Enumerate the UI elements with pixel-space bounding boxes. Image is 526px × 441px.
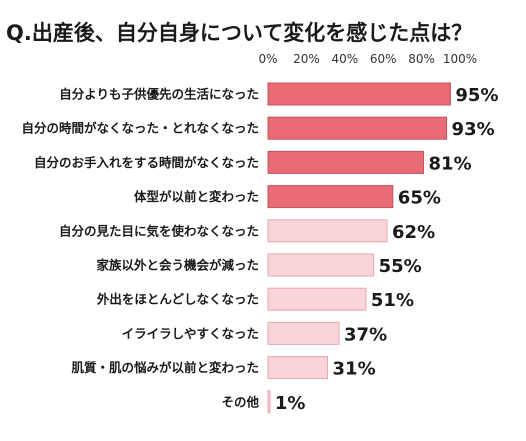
category-label: 自分の見た目に気を使わなくなった xyxy=(59,223,259,238)
value-label: 51% xyxy=(371,290,414,311)
bar xyxy=(267,321,340,345)
bar xyxy=(267,185,394,209)
x-tick-label: 100% xyxy=(443,52,477,66)
bar xyxy=(267,150,425,174)
category-label: 自分の時間がなくなった・とれなくなった xyxy=(21,121,259,136)
category-labels: 自分よりも子供優先の生活になった自分の時間がなくなった・とれなくなった自分のお手… xyxy=(21,87,259,410)
value-label: 55% xyxy=(379,256,422,277)
value-label: 81% xyxy=(429,153,472,174)
category-label: 外出をほとんどしなくなった xyxy=(96,292,259,307)
bar xyxy=(267,82,451,106)
bar xyxy=(267,287,367,311)
value-label: 37% xyxy=(344,324,387,345)
value-labels: 95% 93% 81% 65% 62% 55% 51% 37% 31% 1% xyxy=(275,85,499,414)
value-label: 62% xyxy=(392,222,435,243)
category-label: イライラしやすくなった xyxy=(122,326,259,341)
x-axis-ticks: 0% 20% 40% 60% 80% 100% xyxy=(258,52,477,66)
value-label: 1% xyxy=(275,393,306,414)
value-label: 31% xyxy=(333,359,376,380)
bar xyxy=(267,253,375,277)
category-label: 家族以外と会う機会が減った xyxy=(96,258,259,273)
bar xyxy=(267,219,388,243)
category-label: 肌質・肌の悩みが以前と変わった xyxy=(70,360,259,375)
x-tick-label: 20% xyxy=(293,52,320,66)
value-label: 93% xyxy=(452,119,495,140)
x-tick-label: 40% xyxy=(331,52,358,66)
category-label: その他 xyxy=(221,394,259,409)
bar xyxy=(267,390,271,414)
bar xyxy=(267,356,329,380)
x-tick-label: 60% xyxy=(370,52,397,66)
bars xyxy=(267,82,451,414)
bar xyxy=(267,116,448,140)
value-label: 95% xyxy=(455,85,498,106)
category-label: 自分よりも子供優先の生活になった xyxy=(59,87,259,102)
x-tick-label: 80% xyxy=(408,52,435,66)
chart-title: Q.出産後、自分自身について変化を感じた点は？ xyxy=(6,21,472,45)
value-label: 65% xyxy=(398,188,441,209)
category-label: 自分のお手入れをする時間がなくなった xyxy=(34,155,259,170)
x-tick-label: 0% xyxy=(258,52,277,66)
category-label: 体型が以前と変わった xyxy=(134,189,259,204)
